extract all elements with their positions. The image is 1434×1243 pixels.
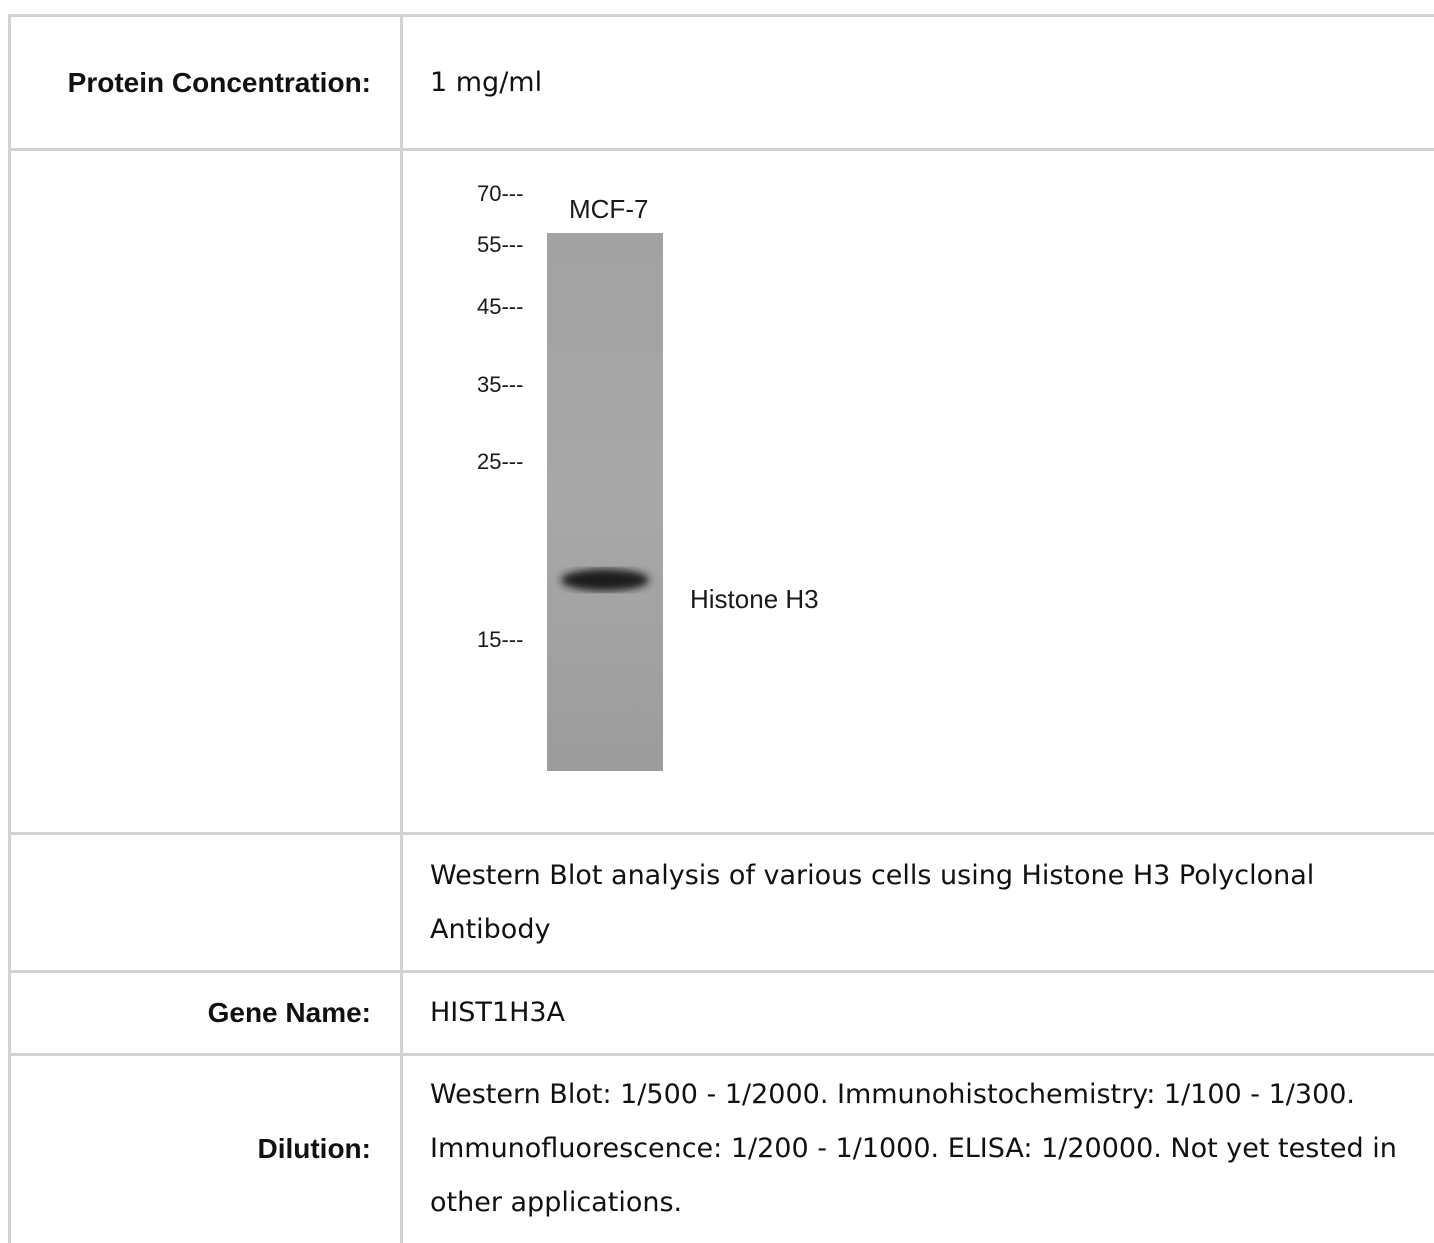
row-value: Western Blot: 1/500 - 1/2000. Immunohist…	[402, 1055, 1434, 1243]
row-value: 70--- 55--- 45--- 35--- 25--- 15--- MCF-…	[402, 150, 1434, 834]
lane-label: MCF-7	[569, 194, 648, 224]
marker-label: 70---	[477, 181, 523, 206]
blot-lane	[547, 233, 663, 771]
row: Western Blot analysis of various cells u…	[10, 834, 1434, 972]
row-label: Protein Concentration:	[10, 16, 402, 150]
row-label: Gene Name:	[10, 972, 402, 1055]
marker-label: 35---	[477, 372, 523, 397]
value-text: 1 mg/ml	[430, 56, 1434, 110]
spec-table: Protein Concentration: 1 mg/ml 70--- 55-…	[8, 14, 1434, 1243]
marker-label: 15---	[477, 627, 523, 652]
row-value: HIST1H3A	[402, 972, 1434, 1055]
row-label: Dilution:	[10, 1055, 402, 1243]
band-label: Histone H3	[690, 584, 819, 614]
row: Protein Concentration: 1 mg/ml	[10, 16, 1434, 150]
marker-label: 55---	[477, 232, 523, 257]
row: 70--- 55--- 45--- 35--- 25--- 15--- MCF-…	[10, 150, 1434, 834]
row: Dilution: Western Blot: 1/500 - 1/2000. …	[10, 1055, 1434, 1243]
blot-band	[561, 569, 649, 591]
row-label	[10, 834, 402, 972]
value-text: HIST1H3A	[430, 986, 1434, 1040]
western-blot-image: 70--- 55--- 45--- 35--- 25--- 15--- MCF-…	[445, 175, 885, 815]
row: Gene Name: HIST1H3A	[10, 972, 1434, 1055]
row-label	[10, 150, 402, 834]
row-value: Western Blot analysis of various cells u…	[402, 834, 1434, 972]
marker-label: 25---	[477, 449, 523, 474]
row-value: 1 mg/ml	[402, 16, 1434, 150]
marker-label: 45---	[477, 294, 523, 319]
value-text: Western Blot: 1/500 - 1/2000. Immunohist…	[430, 1068, 1434, 1230]
value-text: Western Blot analysis of various cells u…	[430, 849, 1330, 957]
